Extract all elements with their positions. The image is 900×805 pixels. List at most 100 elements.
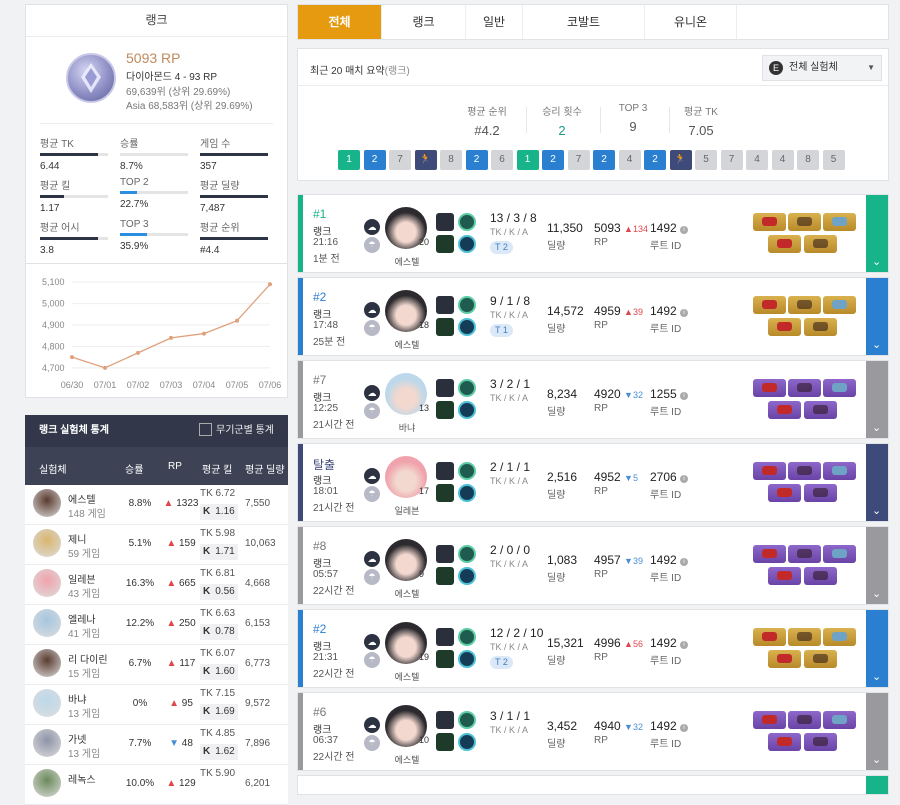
item-icon[interactable]: [788, 628, 821, 646]
match-card[interactable]: #2 랭크 17:48 25분 전 ☁ ☂ 18 에스텔 9 / 1 / 8 TK / K / A…: [297, 277, 889, 356]
item-icon[interactable]: [753, 711, 786, 729]
expand-bar[interactable]: ⌄: [866, 693, 888, 770]
item-icon[interactable]: [823, 628, 856, 646]
trait-icon[interactable]: [458, 628, 476, 646]
placement-box[interactable]: 2: [644, 150, 666, 170]
item-icon[interactable]: [823, 545, 856, 563]
character-avatar[interactable]: [385, 456, 427, 498]
checkbox-icon[interactable]: [199, 423, 213, 436]
expand-bar[interactable]: [866, 776, 888, 794]
weapon-icon[interactable]: [436, 711, 454, 729]
placement-box[interactable]: 4: [618, 150, 641, 170]
sim-stats-row[interactable]: 바냐 13 게임 0% ▲ 95 TK 7.15 K 1.69 9,572: [25, 685, 288, 725]
weapon-icon[interactable]: [436, 545, 454, 563]
info-icon[interactable]: i: [680, 226, 689, 234]
sim-stats-row[interactable]: 레녹스 10.0% ▲ 129 TK 5.90 6,201: [25, 765, 288, 805]
item-icon[interactable]: [823, 379, 856, 397]
item-icon[interactable]: [804, 650, 837, 668]
item-icon[interactable]: [788, 462, 821, 480]
item-icon[interactable]: [823, 213, 856, 231]
placement-box[interactable]: 7: [389, 150, 411, 170]
expand-bar[interactable]: ⌄: [866, 444, 888, 521]
tab-cobalt[interactable]: 코발트: [523, 5, 645, 39]
weapon-icon[interactable]: [436, 213, 454, 231]
sim-stats-row[interactable]: 가넷 13 게임 7.7% ▼ 48 TK 4.85 K 1.62 7,896: [25, 725, 288, 765]
tactical-skill-icon[interactable]: [436, 401, 454, 419]
trait-icon[interactable]: [458, 545, 476, 563]
item-icon[interactable]: [768, 650, 801, 668]
character-avatar[interactable]: [385, 539, 427, 581]
item-icon[interactable]: [753, 213, 786, 231]
sub-trait-icon[interactable]: [458, 235, 476, 253]
placement-box[interactable]: 2: [593, 150, 615, 170]
character-avatar[interactable]: [385, 705, 427, 747]
item-icon[interactable]: [823, 296, 856, 314]
tactical-skill-icon[interactable]: [436, 318, 454, 336]
sub-trait-icon[interactable]: [458, 567, 476, 585]
sub-trait-icon[interactable]: [458, 484, 476, 502]
trait-icon[interactable]: [458, 462, 476, 480]
sub-trait-icon[interactable]: [458, 733, 476, 751]
tactical-skill-icon[interactable]: [436, 733, 454, 751]
sub-trait-icon[interactable]: [458, 318, 476, 336]
placement-box[interactable]: 7: [567, 150, 590, 170]
tab-normal[interactable]: 일반: [466, 5, 523, 39]
placement-box[interactable]: 2: [542, 150, 564, 170]
tab-all[interactable]: 전체: [298, 5, 382, 39]
sim-stats-row[interactable]: 엘레나 41 게임 12.2% ▲ 250 TK 6.63 K 0.78 6,153: [25, 605, 288, 645]
trait-icon[interactable]: [458, 711, 476, 729]
tactical-skill-icon[interactable]: [436, 484, 454, 502]
item-icon[interactable]: [804, 484, 837, 502]
expand-bar[interactable]: ⌄: [866, 361, 888, 438]
item-icon[interactable]: [768, 318, 801, 336]
item-icon[interactable]: [788, 379, 821, 397]
match-card[interactable]: #7 랭크 12:25 21시간 전 ☁ ☂ 13 바냐 3 / 2 / 1 TK / K / A…: [297, 360, 889, 439]
tab-union[interactable]: 유니온: [645, 5, 737, 39]
item-icon[interactable]: [753, 379, 786, 397]
character-avatar[interactable]: [385, 290, 427, 332]
item-icon[interactable]: [823, 711, 856, 729]
expand-bar[interactable]: ⌄: [866, 610, 888, 687]
item-icon[interactable]: [804, 567, 837, 585]
match-card[interactable]: #8 랭크 05:57 22시간 전 ☁ ☂ 9 에스텔 2 / 0 / 0 TK / K / A…: [297, 526, 889, 605]
item-icon[interactable]: [753, 545, 786, 563]
tactical-skill-icon[interactable]: [436, 235, 454, 253]
sim-stats-row[interactable]: 에스텔 148 게임 8.8% ▲ 1323 TK 6.72 K 1.16 7,550: [25, 485, 288, 525]
info-icon[interactable]: i: [680, 724, 689, 732]
item-icon[interactable]: [804, 318, 837, 336]
character-avatar[interactable]: [385, 207, 427, 249]
weapon-icon[interactable]: [436, 296, 454, 314]
expand-bar[interactable]: ⌄: [866, 278, 888, 355]
tactical-skill-icon[interactable]: [436, 650, 454, 668]
expand-bar[interactable]: ⌄: [866, 195, 888, 272]
info-icon[interactable]: i: [680, 558, 689, 566]
weapon-toggle[interactable]: 무기군별 통계: [199, 415, 274, 447]
sim-stats-row[interactable]: 일레븐 43 게임 16.3% ▲ 665 TK 6.81 K 0.56 4,668: [25, 565, 288, 605]
placement-box[interactable]: 5: [695, 150, 717, 170]
item-icon[interactable]: [768, 401, 801, 419]
item-icon[interactable]: [768, 484, 801, 502]
info-icon[interactable]: i: [680, 309, 689, 317]
item-icon[interactable]: [788, 213, 821, 231]
item-icon[interactable]: [768, 235, 801, 253]
placement-box[interactable]: 6: [491, 150, 513, 170]
placement-box[interactable]: 4: [771, 150, 794, 170]
item-icon[interactable]: [788, 545, 821, 563]
item-icon[interactable]: [753, 628, 786, 646]
expand-bar[interactable]: ⌄: [866, 527, 888, 604]
item-icon[interactable]: [768, 567, 801, 585]
sim-stats-row[interactable]: 리 다이린 15 게임 6.7% ▲ 117 TK 6.07 K 1.60 6,773: [25, 645, 288, 685]
placement-box[interactable]: 1: [338, 150, 360, 170]
item-icon[interactable]: [804, 401, 837, 419]
placement-box[interactable]: 7: [720, 150, 743, 170]
item-icon[interactable]: [753, 296, 786, 314]
item-icon[interactable]: [823, 462, 856, 480]
tab-rank[interactable]: 랭크: [382, 5, 466, 39]
sub-trait-icon[interactable]: [458, 650, 476, 668]
item-icon[interactable]: [804, 733, 837, 751]
trait-icon[interactable]: [458, 213, 476, 231]
character-filter-dropdown[interactable]: E 전체 실험체 ▼: [762, 55, 882, 81]
character-avatar[interactable]: [385, 622, 427, 664]
placement-box[interactable]: 1: [516, 150, 539, 170]
match-card[interactable]: [297, 775, 889, 795]
